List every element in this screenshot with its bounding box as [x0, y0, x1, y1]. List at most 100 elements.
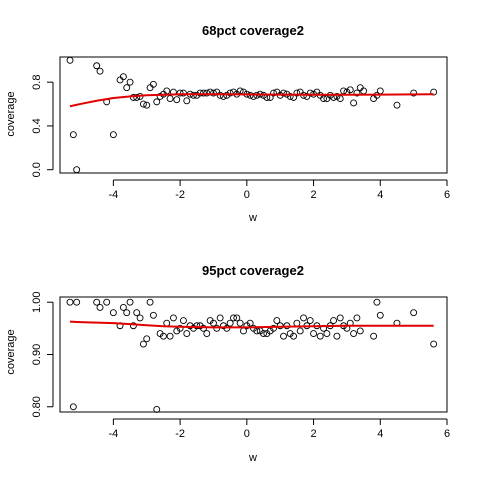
data-point — [96, 67, 104, 75]
data-point — [290, 332, 297, 340]
data-point — [280, 89, 287, 97]
data-point — [336, 314, 344, 322]
data-point — [146, 298, 154, 306]
data-point — [250, 92, 257, 100]
data-point — [73, 298, 81, 306]
panel-top: 68pct coverage2 coverage w -4 -2 0 2 4 6 0.0 0.… — [5, 23, 450, 224]
x-tick-label: 4 — [377, 428, 383, 440]
y-tick-label: 0.80 — [31, 396, 43, 417]
data-point — [296, 327, 304, 335]
data-point — [306, 317, 314, 324]
data-point — [169, 314, 177, 322]
data-point — [430, 340, 438, 348]
data-point — [230, 314, 237, 322]
data-point — [179, 89, 187, 97]
fit-line — [69, 93, 434, 108]
data-point — [173, 96, 181, 104]
data-point — [323, 330, 331, 338]
data-point — [116, 76, 124, 84]
x-tick-label: 2 — [310, 428, 316, 440]
data-point — [346, 86, 354, 94]
data-point — [370, 332, 378, 340]
data-point — [166, 332, 174, 340]
x-tick-label: 6 — [444, 428, 450, 440]
x-axis-label: w — [248, 452, 257, 464]
data-point — [163, 87, 171, 95]
data-point — [69, 403, 77, 411]
data-point — [93, 62, 101, 70]
data-point — [149, 311, 157, 319]
y-tick-label: 0.0 — [31, 162, 43, 177]
data-point — [246, 319, 254, 327]
data-point — [353, 314, 361, 322]
data-point — [163, 319, 171, 327]
fit-line — [69, 320, 434, 329]
data-point — [129, 94, 137, 101]
data-point — [126, 298, 134, 306]
data-point — [410, 309, 418, 317]
data-point — [139, 340, 147, 348]
data-point — [306, 89, 314, 97]
data-point — [393, 101, 401, 109]
data-point — [143, 101, 151, 109]
data-point — [280, 332, 287, 340]
data-point — [373, 298, 381, 306]
x-tick-label: -2 — [175, 189, 185, 201]
panel-bottom: 95pct coverage2 coverage w -4 -2 0 2 4 6 0.80 0… — [5, 263, 450, 464]
data-point — [153, 98, 161, 106]
data-point — [203, 89, 211, 97]
data-point — [119, 73, 127, 81]
data-point — [376, 311, 384, 319]
data-point — [310, 330, 317, 338]
plot-frame — [59, 296, 448, 413]
x-axis-label: w — [248, 212, 257, 224]
data-point — [179, 317, 187, 324]
data-point — [226, 319, 234, 327]
y-tick-label: 1.00 — [31, 292, 43, 313]
data-point — [66, 298, 74, 306]
data-point — [210, 89, 217, 97]
y-axis-label: coverage — [5, 329, 17, 374]
data-point — [350, 330, 358, 338]
data-point — [270, 324, 277, 332]
data-point — [123, 84, 131, 92]
y-tick-label: 0.8 — [31, 75, 43, 90]
data-point — [286, 92, 294, 100]
data-point — [183, 330, 191, 338]
data-point — [333, 332, 341, 340]
data-point — [139, 100, 147, 108]
data-point — [93, 298, 101, 306]
chart-title: 68pct coverage2 — [202, 23, 304, 38]
data-point — [213, 324, 221, 332]
data-point — [360, 87, 368, 95]
data-point — [153, 405, 161, 413]
data-point — [66, 56, 74, 64]
data-point — [356, 327, 364, 335]
y-axis-label: coverage — [5, 91, 17, 136]
y-tick-label: 0.90 — [31, 344, 43, 365]
data-point — [96, 304, 104, 311]
x-tick-label: -4 — [108, 189, 118, 201]
data-point — [276, 322, 284, 330]
data-point — [293, 319, 301, 327]
data-point — [216, 314, 224, 322]
x-tick-label: 6 — [444, 189, 450, 201]
data-point — [103, 298, 111, 306]
x-tick-label: -4 — [108, 428, 118, 440]
data-point — [210, 319, 217, 327]
chart-title: 95pct coverage2 — [202, 263, 304, 278]
data-point — [176, 89, 184, 97]
data-point — [166, 95, 174, 103]
data-point — [183, 97, 191, 105]
data-point — [203, 330, 211, 338]
data-point — [236, 319, 244, 327]
data-point — [353, 89, 361, 97]
data-point — [146, 84, 154, 92]
data-point — [176, 324, 184, 332]
data-point — [119, 304, 127, 311]
data-point — [69, 131, 77, 139]
data-point — [350, 99, 358, 107]
x-tick-label: 0 — [244, 428, 250, 440]
data-point — [273, 317, 281, 324]
